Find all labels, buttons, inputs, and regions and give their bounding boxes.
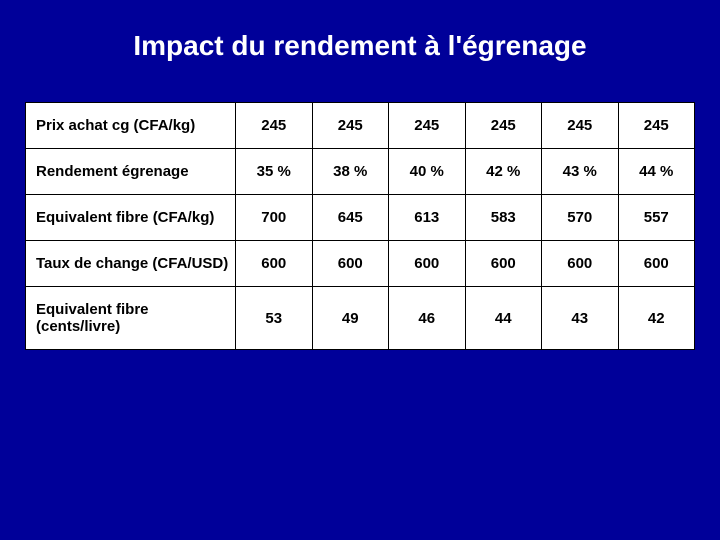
table-row: Prix achat cg (CFA/kg)245245245245245245	[26, 103, 695, 149]
table-cell: 245	[312, 103, 389, 149]
table-cell: 38 %	[312, 149, 389, 195]
table-cell: 44 %	[618, 149, 695, 195]
table-cell: 42	[618, 287, 695, 350]
table-cell: 245	[465, 103, 542, 149]
table-body: Prix achat cg (CFA/kg)245245245245245245…	[26, 103, 695, 350]
table-cell: 245	[389, 103, 466, 149]
table-cell: 49	[312, 287, 389, 350]
table-cell: 583	[465, 195, 542, 241]
table-cell: 245	[236, 103, 313, 149]
table-cell: 600	[236, 241, 313, 287]
table-cell: 570	[542, 195, 619, 241]
table-cell: 245	[618, 103, 695, 149]
page-title: Impact du rendement à l'égrenage	[0, 0, 720, 102]
table-cell: 44	[465, 287, 542, 350]
row-header: Rendement égrenage	[26, 149, 236, 195]
table-cell: 645	[312, 195, 389, 241]
row-header: Equivalent fibre (CFA/kg)	[26, 195, 236, 241]
row-header: Prix achat cg (CFA/kg)	[26, 103, 236, 149]
table-row: Rendement égrenage35 %38 %40 %42 %43 %44…	[26, 149, 695, 195]
row-header: Equivalent fibre (cents/livre)	[26, 287, 236, 350]
table-cell: 600	[465, 241, 542, 287]
table-cell: 600	[542, 241, 619, 287]
row-header: Taux de change (CFA/USD)	[26, 241, 236, 287]
table-cell: 42 %	[465, 149, 542, 195]
table-cell: 53	[236, 287, 313, 350]
table-cell: 613	[389, 195, 466, 241]
table-cell: 600	[389, 241, 466, 287]
table-cell: 40 %	[389, 149, 466, 195]
table-cell: 600	[312, 241, 389, 287]
table-row: Equivalent fibre (CFA/kg)700645613583570…	[26, 195, 695, 241]
table-cell: 46	[389, 287, 466, 350]
table-cell: 700	[236, 195, 313, 241]
table-cell: 43	[542, 287, 619, 350]
table-cell: 600	[618, 241, 695, 287]
table-row: Taux de change (CFA/USD)6006006006006006…	[26, 241, 695, 287]
table-cell: 557	[618, 195, 695, 241]
table-cell: 43 %	[542, 149, 619, 195]
table-cell: 245	[542, 103, 619, 149]
data-table: Prix achat cg (CFA/kg)245245245245245245…	[25, 102, 695, 350]
table-cell: 35 %	[236, 149, 313, 195]
table-row: Equivalent fibre (cents/livre)5349464443…	[26, 287, 695, 350]
table-container: Prix achat cg (CFA/kg)245245245245245245…	[0, 102, 720, 350]
